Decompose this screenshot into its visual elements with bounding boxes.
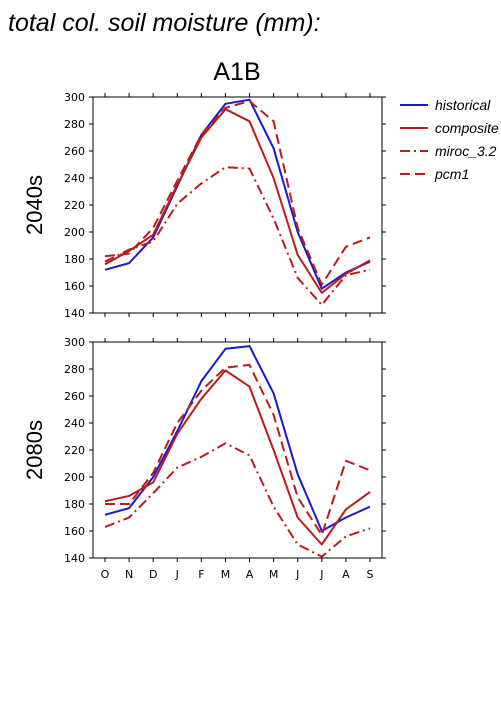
- y-tick-label: 260: [64, 390, 85, 403]
- legend-label: miroc_3.2: [435, 143, 497, 159]
- x-tick-label: S: [367, 568, 374, 581]
- series-line-historical: [104, 98, 371, 290]
- x-tick-label: N: [125, 568, 133, 581]
- panel-2040s-row-label: 2040s: [22, 175, 47, 235]
- legend-label: pcm1: [434, 166, 469, 182]
- panel-2080s-row-label: 2080s: [22, 420, 47, 480]
- y-tick-label: 280: [64, 118, 85, 131]
- y-tick-label: 180: [64, 253, 85, 266]
- x-tick-label: A: [246, 568, 254, 581]
- series-line-historical: [104, 345, 371, 532]
- y-tick-label: 160: [64, 280, 85, 293]
- y-tick-label: 180: [64, 498, 85, 511]
- x-tick-label: J: [319, 568, 323, 581]
- y-tick-label: 300: [64, 91, 85, 104]
- scenario-title: A1B: [213, 58, 260, 86]
- series-line-miroc-3-2: [104, 166, 371, 306]
- panel-2080s: 140 160 180 200 220 240 260 280 300 O N D J F M A M J J A S: [64, 336, 386, 581]
- series-line-miroc-3-2: [104, 442, 371, 558]
- series-line-pcm1: [104, 100, 371, 286]
- x-tick-label: F: [198, 568, 204, 581]
- legend-label: composite: [435, 120, 499, 136]
- panel-2040s: 140 160 180 200 220 240 260 280 300: [64, 91, 386, 320]
- y-tick-label: 220: [64, 199, 85, 212]
- figure-supertitle: total col. soil moisture (mm):: [8, 9, 321, 37]
- legend-label: historical: [435, 97, 491, 113]
- y-tick-label: 300: [64, 336, 85, 349]
- x-tick-label: J: [295, 568, 299, 581]
- y-tick-label: 140: [64, 552, 85, 565]
- series-line-composite: [104, 369, 371, 546]
- y-tick-label: 200: [64, 471, 85, 484]
- x-tick-label: M: [221, 568, 231, 581]
- y-tick-label: 260: [64, 145, 85, 158]
- y-tick-label: 160: [64, 525, 85, 538]
- x-tick-label: O: [101, 568, 110, 581]
- y-tick-label: 220: [64, 444, 85, 457]
- x-tick-label: D: [149, 568, 157, 581]
- y-tick-label: 240: [64, 172, 85, 185]
- x-tick-label: J: [175, 568, 179, 581]
- y-tick-label: 280: [64, 363, 85, 376]
- series-line-composite: [104, 108, 371, 294]
- y-tick-label: 240: [64, 417, 85, 430]
- x-tick-label: M: [269, 568, 279, 581]
- y-tick-label: 140: [64, 307, 85, 320]
- legend: historical composite miroc_3.2 pcm1: [400, 97, 499, 182]
- x-tick-label: A: [342, 568, 350, 581]
- y-tick-label: 200: [64, 226, 85, 239]
- series-line-pcm1: [105, 363, 371, 536]
